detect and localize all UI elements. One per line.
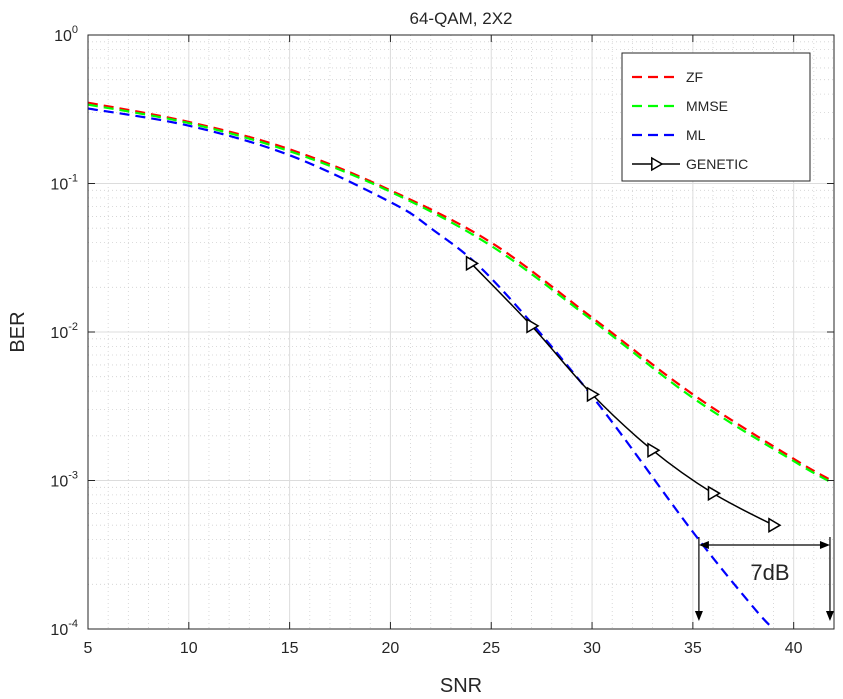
series-line-mmse — [88, 103, 834, 485]
x-tick-label: 35 — [684, 640, 702, 657]
annotation-arrowhead-down-left — [694, 611, 703, 621]
legend-label-mmse: MMSE — [686, 98, 728, 114]
series-marker-genetic — [768, 517, 782, 534]
series-layer — [88, 101, 834, 629]
legend-label-genetic: GENETIC — [686, 156, 748, 172]
x-tick-label: 40 — [785, 640, 803, 657]
chart-title: 64-QAM, 2X2 — [410, 9, 513, 28]
series-marker-genetic — [647, 442, 661, 458]
x-tick-label: 5 — [84, 640, 93, 657]
x-tick-label: 20 — [382, 640, 400, 657]
y-axis-label: BER — [7, 311, 29, 352]
y-tick-label: 10-3 — [50, 470, 78, 491]
legend-marker-genetic — [651, 156, 664, 172]
y-tick-label: 100 — [54, 24, 78, 45]
series-marker-genetic — [526, 318, 540, 334]
series-marker-genetic — [465, 255, 480, 272]
legend: ZF MMSE ML GENETIC — [621, 52, 811, 182]
annotation-layer: 7dB — [694, 537, 834, 621]
x-tick-label: 25 — [482, 640, 500, 657]
y-tick-label: 10-4 — [50, 618, 78, 639]
annotation-arrowhead-down-right — [825, 611, 834, 621]
annotation-arrowhead-left — [698, 541, 709, 549]
legend-label-zf: ZF — [686, 69, 703, 85]
ticks-layer: 5 10 15 20 25 30 35 40 100 10-1 10-2 10-3 10-4 — [50, 24, 834, 657]
y-tick-label: 10-2 — [50, 321, 78, 342]
x-axis-label: SNR — [440, 675, 482, 697]
legend-label-ml: ML — [686, 127, 706, 143]
series-marker-genetic — [586, 386, 601, 403]
y-tick-label: 10-1 — [50, 173, 78, 194]
series-marker-genetic — [707, 485, 722, 502]
x-tick-label: 30 — [583, 640, 601, 657]
annotation-label: 7dB — [750, 560, 789, 585]
x-tick-label: 15 — [281, 640, 299, 657]
annotation-arrowhead-right — [819, 541, 830, 549]
x-tick-label: 10 — [180, 640, 198, 657]
series-line-zf — [88, 101, 834, 483]
